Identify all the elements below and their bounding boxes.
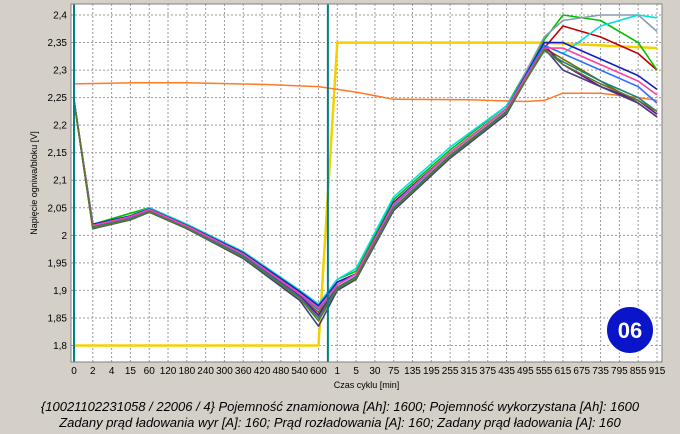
badge-label: 06 <box>618 318 642 343</box>
x-tick-label: 75 <box>388 366 400 377</box>
y-tick-label: 2,05 <box>48 203 68 214</box>
y-tick-label: 2,2 <box>53 121 67 132</box>
x-tick-labels: 0 2 4 15 60 120 180 240 300 360 420 480 540 600 1 5 30 75… <box>71 366 666 377</box>
x-tick-label: 480 <box>273 366 290 377</box>
y-tick-label: 2,4 <box>53 11 67 22</box>
chart-number-badge: 06 <box>605 305 655 355</box>
y-tick-label: 2,35 <box>48 38 68 49</box>
battery-voltage-chart: 1,8 1,85 1,9 1,95 2 2,05 2,1 2,15 2,2 2,25 2,3 2,35… <box>29 3 666 390</box>
x-axis-label: Czas cyklu [min] <box>334 380 400 390</box>
x-tick-label: 4 <box>109 366 115 377</box>
y-tick-labels: 1,8 1,85 1,9 1,95 2 2,05 2,1 2,15 2,2 2,25 2,3 2,35… <box>48 11 68 352</box>
y-tick-label: 1,9 <box>53 286 67 297</box>
x-tick-label: 15 <box>125 366 137 377</box>
cell-line <box>73 14 658 305</box>
y-tick-label: 1,8 <box>53 341 67 352</box>
x-tick-label: 240 <box>197 366 214 377</box>
x-tick-label: 255 <box>442 366 459 377</box>
x-tick-label: 675 <box>573 366 590 377</box>
x-tick-label: 360 <box>235 366 252 377</box>
x-tick-label: 600 <box>310 366 327 377</box>
y-tick-label: 1,95 <box>48 258 68 269</box>
x-tick-label: 0 <box>71 366 77 377</box>
plot-border <box>70 3 663 363</box>
reference-block-line <box>73 82 658 103</box>
x-tick-label: 540 <box>291 366 308 377</box>
caption-line-2: Zadany prąd ładowania wyr [A]: 160; Prąd… <box>59 415 621 430</box>
x-tick-label: 735 <box>592 366 609 377</box>
x-tick-label: 375 <box>479 366 496 377</box>
cell-line <box>73 47 658 309</box>
x-tick-label: 135 <box>404 366 421 377</box>
x-tick-label: 30 <box>369 366 381 377</box>
x-tick-label: 2 <box>90 366 96 377</box>
plot-background <box>71 4 662 362</box>
x-tick-label: 5 <box>353 366 359 377</box>
x-tick-label: 60 <box>144 366 156 377</box>
caption-line-1: {10021102231058 / 22006 / 4} Pojemność z… <box>40 399 640 414</box>
cell-line <box>73 48 658 322</box>
phase-dividers <box>73 4 329 362</box>
badge-circle <box>605 305 655 355</box>
x-tick-label: 180 <box>178 366 195 377</box>
x-tick-label: 915 <box>649 366 666 377</box>
x-tick-label: 435 <box>498 366 515 377</box>
y-tick-label: 2,25 <box>48 93 68 104</box>
y-tick-label: 1,85 <box>48 313 68 324</box>
y-tick-label: 2,15 <box>48 148 68 159</box>
x-tick-label: 555 <box>536 366 553 377</box>
x-tick-label: 1 <box>335 366 341 377</box>
y-tick-label: 2,1 <box>53 176 67 187</box>
x-tick-label: 615 <box>555 366 572 377</box>
y-axis-label: Napięcie ogniwa/bloku [V] <box>29 131 39 235</box>
x-tick-label: 495 <box>517 366 534 377</box>
y-tick-label: 2 <box>61 231 67 242</box>
x-tick-label: 300 <box>216 366 233 377</box>
charge-current-setpoint-line <box>74 41 658 347</box>
y-tick-label: 2,3 <box>53 66 67 77</box>
series-group <box>73 14 658 347</box>
x-tick-label: 120 <box>160 366 177 377</box>
x-tick-label: 855 <box>630 366 647 377</box>
x-tick-label: 795 <box>611 366 628 377</box>
x-tick-label: 195 <box>423 366 440 377</box>
x-tick-label: 315 <box>461 366 478 377</box>
x-tick-label: 420 <box>254 366 271 377</box>
